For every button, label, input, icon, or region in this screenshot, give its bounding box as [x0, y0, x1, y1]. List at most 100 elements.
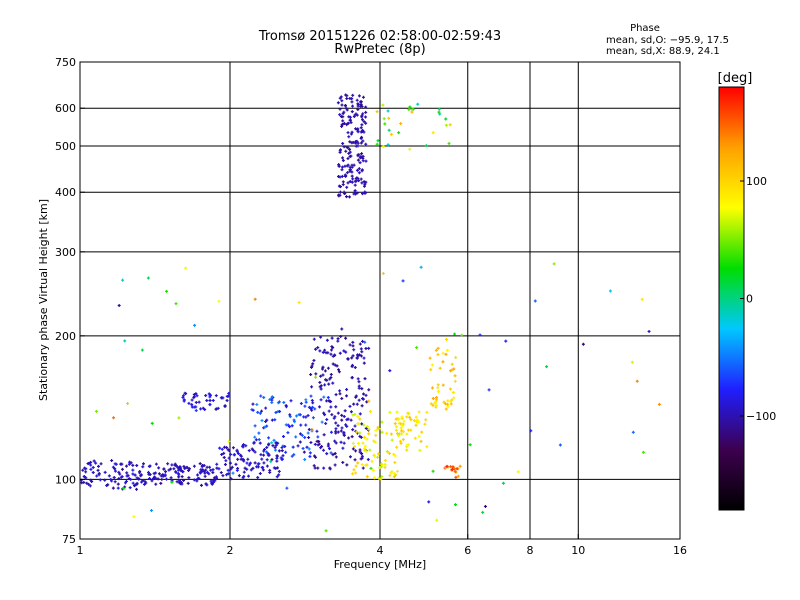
data-point [444, 352, 448, 356]
data-point [269, 460, 273, 464]
data-point [326, 396, 330, 400]
data-point [359, 126, 363, 130]
data-point [356, 461, 360, 465]
data-point [394, 425, 398, 429]
data-point [339, 334, 343, 338]
data-point [314, 455, 318, 459]
data-point [361, 156, 365, 160]
data-point [320, 445, 324, 449]
data-point [357, 353, 361, 357]
data-point [375, 142, 379, 146]
data-point [98, 478, 102, 482]
data-point [350, 170, 354, 174]
data-point [237, 474, 241, 478]
data-point [330, 345, 334, 349]
data-point [271, 444, 275, 448]
data-point [220, 396, 224, 400]
data-point [204, 482, 208, 486]
data-point [448, 123, 452, 127]
data-point [350, 180, 354, 184]
data-point [275, 466, 279, 470]
data-point [309, 365, 313, 369]
data-point [345, 185, 349, 189]
data-point [386, 143, 390, 147]
data-point [363, 182, 367, 186]
data-point [342, 145, 346, 149]
data-point [342, 191, 346, 195]
data-point [410, 107, 414, 111]
data-point [120, 467, 124, 471]
data-point [431, 131, 435, 135]
data-point [146, 276, 150, 280]
data-point [350, 141, 354, 145]
data-point [424, 418, 428, 422]
data-point [350, 97, 354, 101]
data-point [226, 472, 230, 476]
data-point [336, 411, 340, 415]
data-point [452, 367, 456, 371]
data-point [338, 351, 342, 355]
data-point [364, 463, 368, 467]
data-point [338, 190, 342, 194]
data-point [398, 439, 402, 443]
data-point [364, 449, 368, 453]
data-point [358, 450, 362, 454]
data-point [121, 278, 125, 282]
data-point [83, 466, 87, 470]
data-point [367, 399, 371, 403]
data-point [450, 368, 454, 372]
data-point [428, 356, 432, 360]
data-point [423, 422, 427, 426]
data-point [351, 428, 355, 432]
data-point [452, 396, 456, 400]
data-point [231, 471, 235, 475]
data-point [282, 435, 286, 439]
data-point [631, 430, 635, 434]
data-point [119, 475, 123, 479]
data-point [334, 441, 338, 445]
data-point [359, 141, 363, 145]
data-point [350, 100, 354, 104]
data-point [395, 410, 399, 414]
data-point [394, 428, 398, 432]
data-point [340, 165, 344, 169]
data-point [112, 476, 116, 480]
data-point [450, 468, 454, 472]
data-point [177, 473, 181, 477]
data-point [183, 466, 187, 470]
data-point [354, 464, 358, 468]
data-point [286, 431, 290, 435]
colorbar-bar [718, 86, 745, 511]
data-point [353, 458, 357, 462]
data-point [367, 388, 371, 392]
data-point [306, 414, 310, 418]
data-point [296, 444, 300, 448]
data-point [436, 389, 440, 393]
data-point [319, 398, 323, 402]
data-point [389, 432, 393, 436]
data-point [364, 110, 368, 114]
data-point [325, 452, 329, 456]
data-point [360, 181, 364, 185]
data-point [336, 337, 340, 341]
data-point [97, 471, 101, 475]
data-point [373, 455, 377, 459]
data-point [128, 486, 132, 490]
data-point [383, 465, 387, 469]
data-point [361, 139, 365, 143]
data-point [258, 472, 262, 476]
data-point [430, 363, 434, 367]
x-tick-label: 2 [227, 544, 234, 557]
data-point [339, 429, 343, 433]
data-point [89, 460, 93, 464]
colorbar: 100 0 −100 [718, 86, 776, 511]
data-point [160, 477, 164, 481]
data-point [608, 289, 612, 293]
data-point [336, 339, 340, 343]
data-point [360, 350, 364, 354]
data-point [380, 430, 384, 434]
data-point [406, 443, 410, 447]
data-point [338, 149, 342, 153]
colorbar-tick-label: −100 [746, 410, 776, 423]
data-point [159, 481, 163, 485]
